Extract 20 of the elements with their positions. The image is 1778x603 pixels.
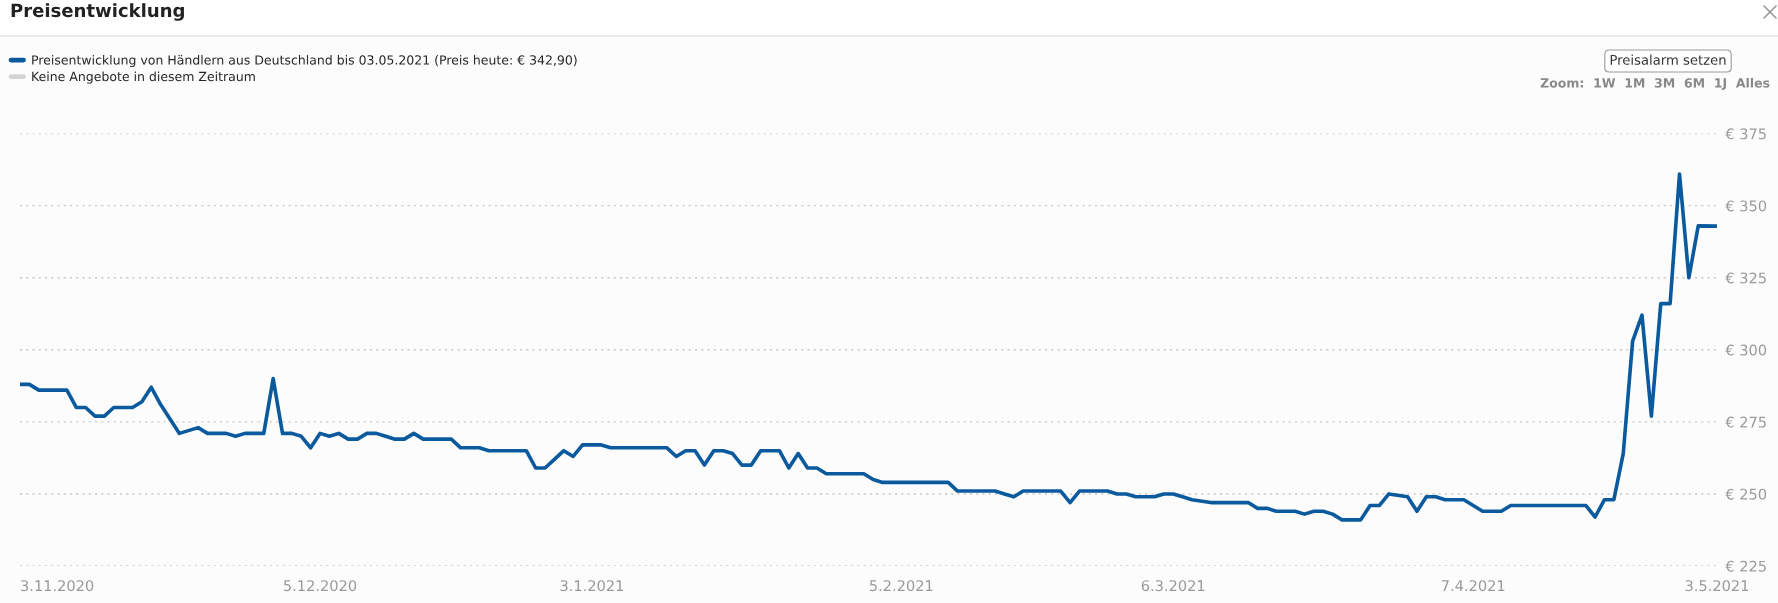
y-tick-label: € 275 [1725, 416, 1766, 428]
text: Preisalarm setzen [1610, 54, 1726, 65]
x-tick-label: 6.3.2021 [1141, 580, 1205, 592]
y-tick-label: € 225 [1725, 560, 1766, 572]
x-tick-label: 5.12.2020 [284, 580, 357, 592]
text: Zoom: 1W 1M 3M 6M 1J Alles [1540, 77, 1770, 90]
x-tick-label: 3.11.2020 [21, 580, 94, 592]
chart-title: Preisentwicklung [11, 3, 184, 21]
legend-label: Keine Angebote in diesem Zeitraum [32, 71, 255, 84]
x-tick-label: 3.5.2021 [1685, 580, 1749, 592]
x-tick-label: 5.2.2021 [869, 580, 933, 592]
y-tick-label: € 325 [1725, 272, 1766, 284]
y-tick-label: € 350 [1725, 200, 1767, 212]
y-tick-label: € 250 [1725, 488, 1767, 500]
x-tick-label: 7.4.2021 [1441, 580, 1505, 592]
y-tick-label: € 375 [1725, 128, 1766, 140]
line-series [20, 172, 1717, 522]
y-tick-label: € 300 [1725, 344, 1767, 356]
legend-label: Preisentwicklung von Händlern aus Deutschland bis 03.05.2021 (Preis heute: € 342,90) [32, 55, 577, 68]
x-tick-label: 3.1.2021 [560, 580, 624, 592]
